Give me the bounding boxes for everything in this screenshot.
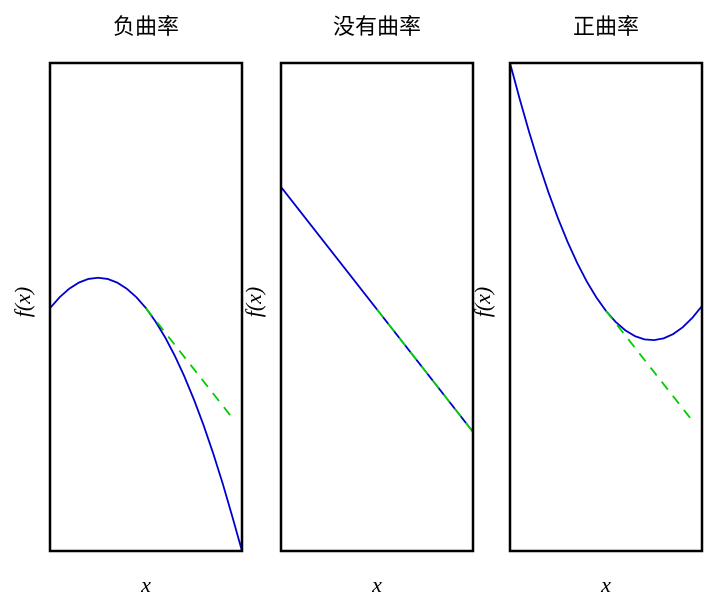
panel-title: 没有曲率 <box>333 15 421 40</box>
plot-frame <box>508 61 704 553</box>
x-axis-label: x <box>140 572 151 597</box>
plot-frame <box>279 61 475 553</box>
curve <box>605 310 694 422</box>
plot-frame <box>48 61 244 553</box>
curve <box>49 276 243 552</box>
y-axis-label: f(x) <box>470 287 495 318</box>
panel-title: 正曲率 <box>573 15 639 40</box>
curve <box>145 307 234 419</box>
x-axis-label: x <box>600 572 611 597</box>
panel-title: 负曲率 <box>113 15 179 40</box>
curve <box>509 62 703 342</box>
y-axis-label: f(x) <box>241 287 266 318</box>
x-axis-label: x <box>371 572 382 597</box>
curve <box>376 308 474 433</box>
y-axis-label: f(x) <box>10 287 35 318</box>
